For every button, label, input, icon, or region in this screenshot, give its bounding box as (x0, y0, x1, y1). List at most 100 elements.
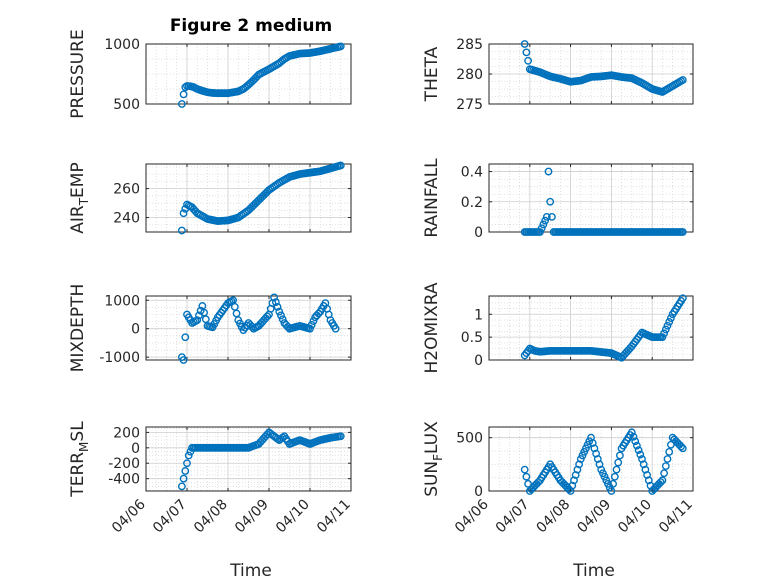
y-tick-label: 0 (131, 322, 140, 338)
x-tick-label: 04/07 (493, 497, 533, 537)
y-axis-label: H2OMIXRA (422, 282, 442, 373)
axes-box (488, 426, 694, 492)
markers (520, 428, 687, 495)
y-tick-label: 260 (113, 182, 140, 198)
data-point (524, 479, 532, 488)
data-point (677, 442, 685, 451)
data-point (612, 465, 621, 474)
data-point (539, 220, 548, 229)
data-point (658, 476, 667, 485)
data-point (179, 356, 188, 364)
x-tick-label: 04/07 (150, 497, 190, 537)
data-point (271, 298, 280, 307)
data-point (636, 450, 645, 459)
x-tick-label: 04/11 (314, 497, 354, 537)
data-point (522, 472, 531, 481)
x-tick-label: 04/09 (232, 497, 272, 537)
data-point (678, 444, 687, 453)
y-tick-label: 0.2 (461, 195, 483, 211)
data-point (307, 321, 316, 329)
data-point (544, 167, 553, 176)
figure-title: Figure 2 medium (170, 16, 332, 36)
data-point (660, 329, 668, 338)
data-point (665, 447, 674, 456)
subplot-bottom-right: 04/06 04/07 04/08 04/09 04/10 04/11 0 500 SUNFLU… (422, 421, 696, 537)
data-point (667, 314, 675, 322)
data-point (678, 228, 687, 236)
data-point (656, 478, 665, 487)
data-point (663, 321, 672, 330)
y-tick-label: -400 (108, 472, 140, 488)
y-tick-label: 285 (456, 37, 483, 53)
data-point (177, 100, 186, 108)
subplot-top-right: 275 280 285 THETA (422, 37, 694, 113)
y-axis-label: TERRMSL (68, 421, 91, 498)
axes-box (145, 163, 352, 233)
markers (520, 167, 687, 236)
data-point (520, 465, 529, 474)
data-point (634, 446, 643, 455)
data-point (631, 437, 640, 446)
data-point (270, 293, 279, 302)
data-point (183, 459, 191, 468)
data-point (179, 209, 188, 218)
data-point (181, 333, 190, 342)
data-point (331, 324, 340, 333)
y-axis-label: MIXDEPTH (68, 284, 88, 373)
data-point (522, 48, 531, 57)
x-tick-label: 04/06 (109, 496, 149, 536)
markers (520, 40, 687, 96)
data-point (542, 212, 551, 221)
data-point (546, 197, 555, 206)
data-point (614, 458, 623, 467)
data-point (536, 228, 544, 236)
data-point (541, 216, 549, 225)
y-tick-label: -1000 (99, 350, 140, 366)
data-point (336, 161, 345, 170)
data-point (273, 303, 282, 311)
data-point (667, 440, 675, 449)
subplot-row3-left: -1000 0 1000 MIXDEPTH (68, 284, 352, 373)
data-point (263, 312, 272, 321)
y-tick-label: 1000 (104, 37, 140, 53)
y-tick-label: 0.5 (461, 330, 483, 346)
y-tick-label: 240 (113, 211, 140, 227)
data-point (277, 311, 285, 320)
data-point (306, 324, 314, 333)
data-point (607, 487, 616, 495)
data-point (678, 76, 687, 84)
data-point (524, 56, 532, 65)
x-tick-label: 04/08 (534, 497, 574, 537)
y-tick-label: 280 (456, 67, 483, 83)
y-tick-label: 0 (131, 441, 140, 457)
data-point (616, 451, 624, 460)
x-axis-label-left: Time (229, 561, 272, 581)
markers (520, 294, 687, 362)
axes-box (145, 295, 352, 361)
y-axis-label: THETA (422, 46, 442, 102)
x-tick-label: 04/11 (656, 497, 696, 537)
data-point (275, 307, 284, 316)
y-axis-label: PRESSURE (68, 29, 88, 118)
data-point (660, 469, 668, 478)
data-point (336, 432, 345, 441)
subplot-row2-left: 240 260 AIRTEMP (68, 161, 352, 235)
data-point (661, 325, 670, 334)
data-point (179, 90, 188, 99)
data-point (177, 226, 186, 235)
y-tick-label: 275 (456, 97, 483, 113)
data-point (627, 428, 636, 437)
axes-box (145, 426, 352, 492)
data-point (278, 433, 287, 442)
y-tick-label: 500 (456, 431, 483, 447)
data-point (336, 42, 345, 51)
data-point (179, 474, 188, 483)
markers (177, 293, 340, 364)
data-point (184, 451, 193, 460)
x-axis-label-right: Time (572, 561, 615, 581)
data-point (633, 441, 641, 450)
y-tick-label: 1 (474, 307, 483, 323)
subplot-row3-right: 0 0.5 1 H2OMIXRA (422, 282, 694, 374)
y-tick-label: -200 (108, 456, 140, 472)
